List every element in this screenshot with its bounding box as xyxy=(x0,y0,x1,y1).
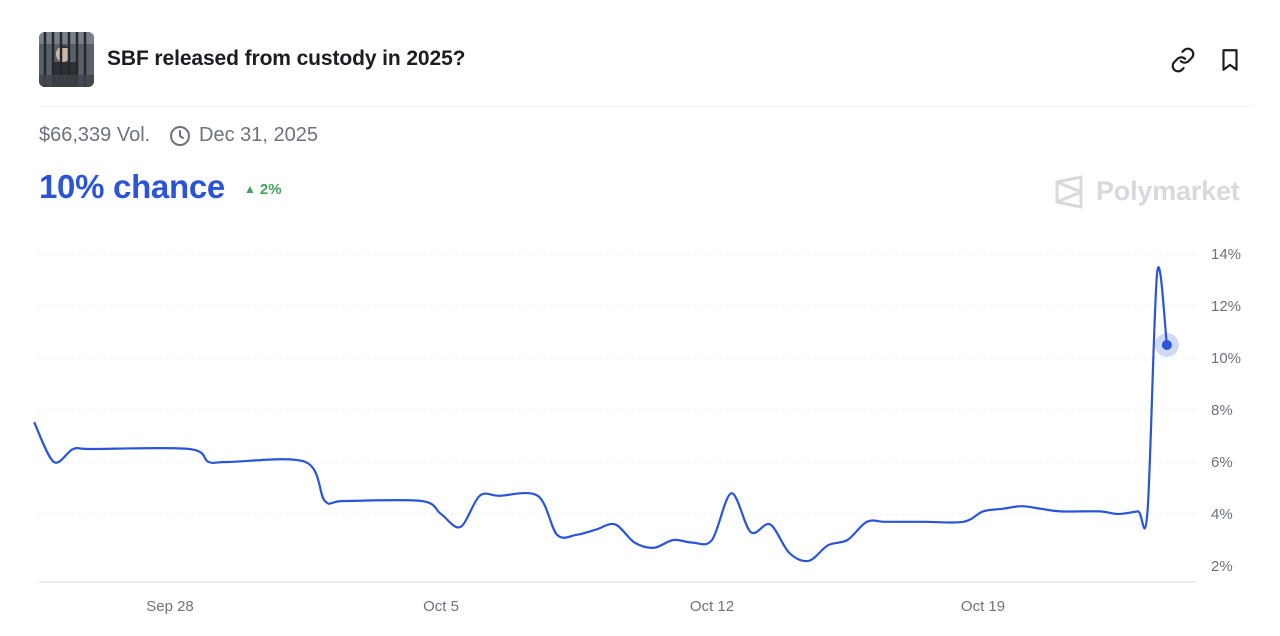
x-tick-label: Oct 12 xyxy=(690,598,734,615)
y-tick-label: 8% xyxy=(1211,402,1233,419)
end-date-label: Dec 31, 2025 xyxy=(199,124,318,146)
change-badge: ▲ 2% xyxy=(244,181,282,198)
price-chart: 2% 4% 6% 8% 10% 12% 14% Sep 28 Oct 5 Oct 12 Oct 1… xyxy=(33,246,1241,615)
brand-name: Polymarket xyxy=(1096,176,1240,206)
change-value: 2% xyxy=(259,181,282,198)
polymarket-logo-icon xyxy=(1054,175,1084,209)
market-thumbnail xyxy=(39,32,94,87)
triangle-up-icon: ▲ xyxy=(244,182,256,196)
link-icon[interactable] xyxy=(1170,47,1196,73)
market-header: SBF released from custody in 2025? xyxy=(39,32,1251,107)
bookmark-icon[interactable] xyxy=(1217,47,1243,73)
chart-grid xyxy=(39,253,1196,515)
chance-value: 10% chance xyxy=(39,168,225,205)
x-tick-label: Oct 5 xyxy=(423,598,459,615)
series-line xyxy=(33,266,1168,563)
y-tick-label: 12% xyxy=(1211,298,1241,315)
market-title: SBF released from custody in 2025? xyxy=(107,47,466,70)
clock-icon xyxy=(168,124,192,148)
x-axis-ticks: Sep 28 Oct 5 Oct 12 Oct 19 xyxy=(146,598,1005,615)
y-axis-ticks: 2% 4% 6% 8% 10% 12% 14% xyxy=(1211,246,1241,575)
y-tick-label: 10% xyxy=(1211,350,1241,367)
x-tick-label: Sep 28 xyxy=(146,598,194,615)
y-tick-label: 2% xyxy=(1211,558,1233,575)
y-tick-label: 14% xyxy=(1211,246,1241,263)
x-tick-label: Oct 19 xyxy=(961,598,1005,615)
y-tick-label: 6% xyxy=(1211,454,1233,471)
current-point[interactable] xyxy=(1161,340,1172,350)
y-tick-label: 4% xyxy=(1211,506,1233,523)
volume-label: $66,339 Vol. xyxy=(39,124,151,146)
